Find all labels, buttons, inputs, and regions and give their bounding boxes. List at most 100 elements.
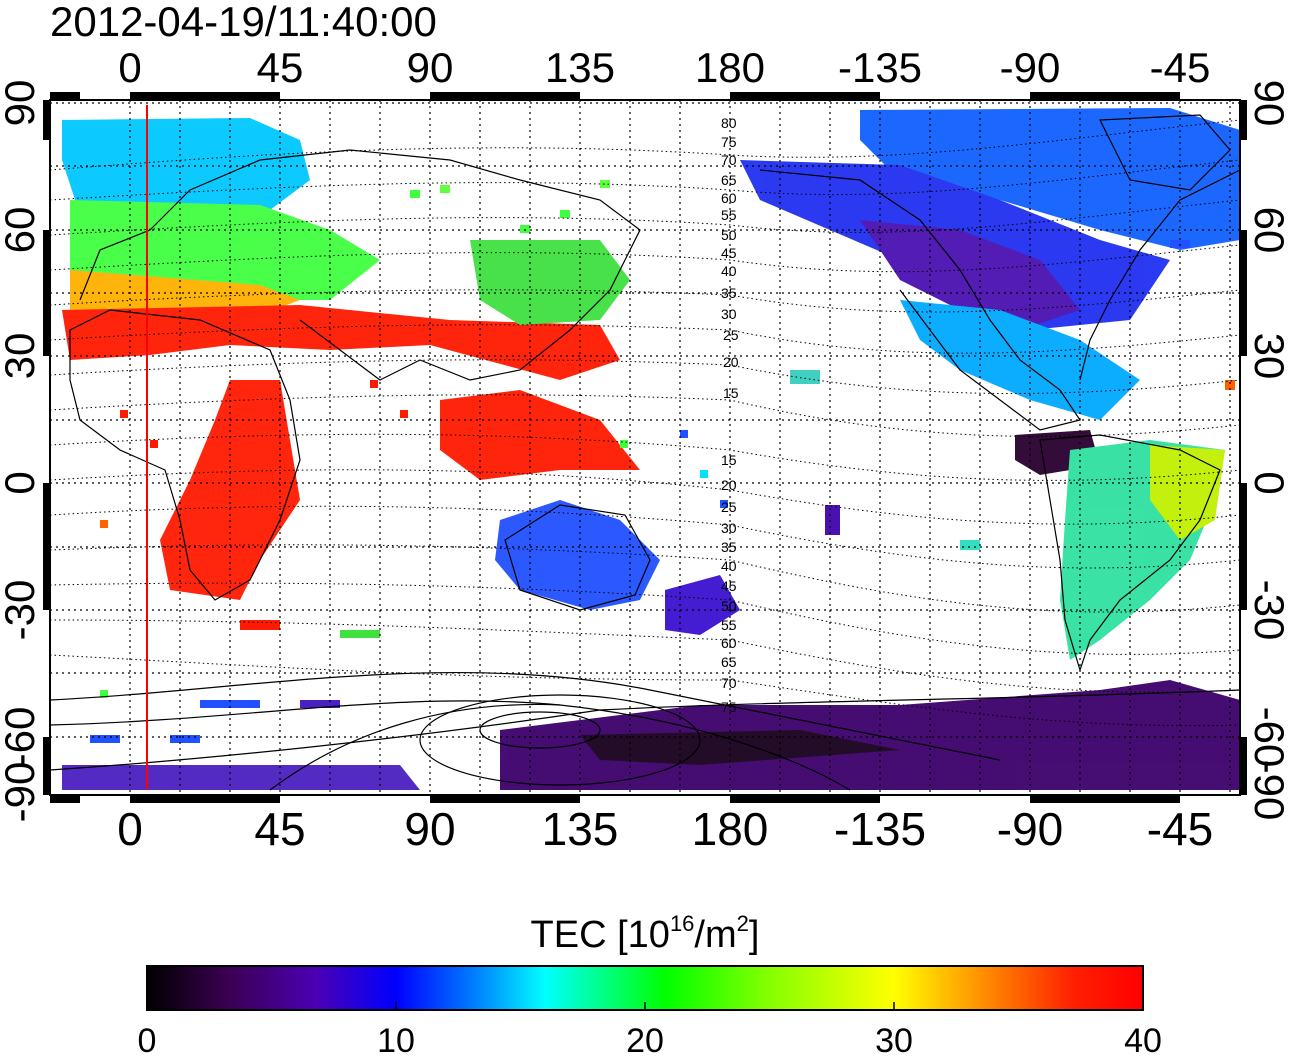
australia-coast — [504, 504, 651, 611]
contour-label: 65 — [721, 172, 737, 188]
bottom-lon-label: -135 — [834, 803, 926, 855]
top-lon-label: -45 — [1150, 44, 1211, 91]
bottom-lon-label: 0 — [117, 803, 143, 855]
contour-label: 75 — [721, 699, 737, 715]
bottom-lon-label: -45 — [1147, 803, 1213, 855]
top-lon-label: -90 — [1000, 44, 1061, 91]
tec-nz — [665, 575, 740, 635]
contour-labels-south: 15 20 25 30 35 40 45 50 55 60 65 70 75 — [721, 452, 737, 715]
frame-ticks — [43, 92, 1247, 803]
left-lat-label: 30 — [0, 333, 43, 380]
contour-label: 45 — [721, 578, 737, 594]
title: 2012-04-19/11:40:00 — [50, 0, 437, 45]
colorbar-title-mid: /m — [694, 914, 736, 956]
tec-na-arctic — [860, 108, 1240, 250]
left-lat-label: 90 — [0, 80, 43, 127]
north-america-east — [1079, 169, 1240, 381]
contour-label: 30 — [721, 520, 737, 536]
tec-se-asia — [440, 390, 640, 480]
contour-label: 20 — [723, 354, 739, 370]
contour-label: 50 — [721, 227, 737, 243]
bottom-lon-label: 135 — [542, 803, 619, 855]
tec-antarctic-dark — [580, 730, 900, 765]
contour-label: 60 — [721, 190, 737, 206]
bottom-lon-label: 180 — [692, 803, 769, 855]
contour-label: 40 — [721, 263, 737, 279]
right-lat-label: 30 — [1246, 333, 1292, 380]
contour-label: 55 — [721, 617, 737, 633]
contour-label: 70 — [721, 675, 737, 691]
right-lat-label: 60 — [1246, 207, 1292, 254]
top-lon-label: 90 — [407, 44, 454, 91]
left-lat-label: 60 — [0, 207, 43, 254]
contour-label: 80 — [721, 115, 737, 131]
tec-sa-east — [1150, 445, 1225, 540]
left-lat-label: -60 — [0, 707, 43, 768]
colorbar-tick-label: 10 — [377, 1022, 415, 1057]
colorbar-tick-label: 40 — [1124, 1022, 1162, 1057]
right-lat-label: -90 — [1246, 760, 1292, 821]
contour-label: 65 — [721, 654, 737, 670]
africa-coast — [69, 309, 301, 601]
top-lon-label: 45 — [257, 44, 304, 91]
contour-label: 35 — [721, 285, 737, 301]
contour-label: 25 — [721, 499, 737, 515]
colorbar-title-prefix: TEC [10 — [531, 914, 670, 956]
colorbar-tick-label: 20 — [626, 1022, 664, 1057]
contour-label: 45 — [721, 245, 737, 261]
contour-label: 25 — [723, 327, 739, 343]
contour-label: 70 — [721, 152, 737, 168]
top-lon-labels: 0 45 90 135 180 -135 -90 -45 — [118, 44, 1210, 91]
tec-europe-yellow — [70, 270, 300, 318]
eurasia-coast — [79, 149, 641, 381]
contour-label: 30 — [721, 306, 737, 322]
tec-australia — [495, 500, 660, 610]
greenland-coast — [1099, 114, 1231, 191]
polar-contours — [50, 671, 1001, 791]
contour-label: 60 — [721, 635, 737, 651]
top-lon-label: -135 — [838, 44, 922, 91]
bottom-lon-label: 90 — [404, 803, 455, 855]
north-america-coast — [759, 169, 1081, 431]
colorbar-title-exp2: 2 — [737, 911, 749, 936]
coastlines — [50, 114, 1240, 771]
top-lon-label: 0 — [118, 44, 141, 91]
colorbar-title: TEC [1016/m2] — [531, 911, 760, 956]
contour-label: 40 — [721, 558, 737, 574]
left-lat-label: -30 — [0, 580, 43, 641]
right-lat-label: 0 — [1246, 471, 1292, 494]
bottom-lon-labels: 0 45 90 135 180 -135 -90 -45 — [117, 803, 1213, 855]
magnetic-contours — [50, 119, 1240, 727]
plot-area — [50, 100, 1240, 795]
plot-frame — [49, 99, 1241, 796]
contour-label: 55 — [721, 207, 737, 223]
left-lat-label: -90 — [0, 762, 43, 823]
right-lat-label: -60 — [1246, 707, 1292, 768]
bottom-lon-label: 45 — [254, 803, 305, 855]
grid-lines — [50, 100, 1240, 795]
left-lat-labels: 90 60 30 0 -30 -60 -90 — [0, 80, 43, 823]
left-lat-label: 0 — [0, 471, 43, 494]
bottom-lon-label: -90 — [997, 803, 1063, 855]
antarctica-coast — [50, 689, 1240, 771]
contour-label: 50 — [721, 598, 737, 614]
right-lat-labels: 90 60 30 0 -30 -60 -90 — [1246, 80, 1292, 821]
right-lat-label: 90 — [1246, 80, 1292, 127]
tec-south-strip — [62, 765, 420, 790]
colorbar-ticks — [395, 1002, 895, 1010]
colorbar-title-suffix: ] — [749, 914, 760, 956]
top-lon-label: 135 — [545, 44, 615, 91]
right-lat-label: -30 — [1246, 580, 1292, 641]
top-lon-label: 180 — [695, 44, 765, 91]
contour-label: 15 — [721, 452, 737, 468]
colorbar-tick-labels: 0 10 20 30 40 — [138, 1022, 1162, 1057]
colorbar-tick-label: 30 — [875, 1022, 913, 1057]
colorbar-tick-label: 0 — [138, 1022, 157, 1057]
contour-label: 75 — [721, 134, 737, 150]
contour-label: 15 — [723, 385, 739, 401]
colorbar-title-exp1: 16 — [670, 911, 694, 936]
south-america-coast — [1039, 434, 1221, 672]
tec-na-core — [860, 220, 1080, 330]
